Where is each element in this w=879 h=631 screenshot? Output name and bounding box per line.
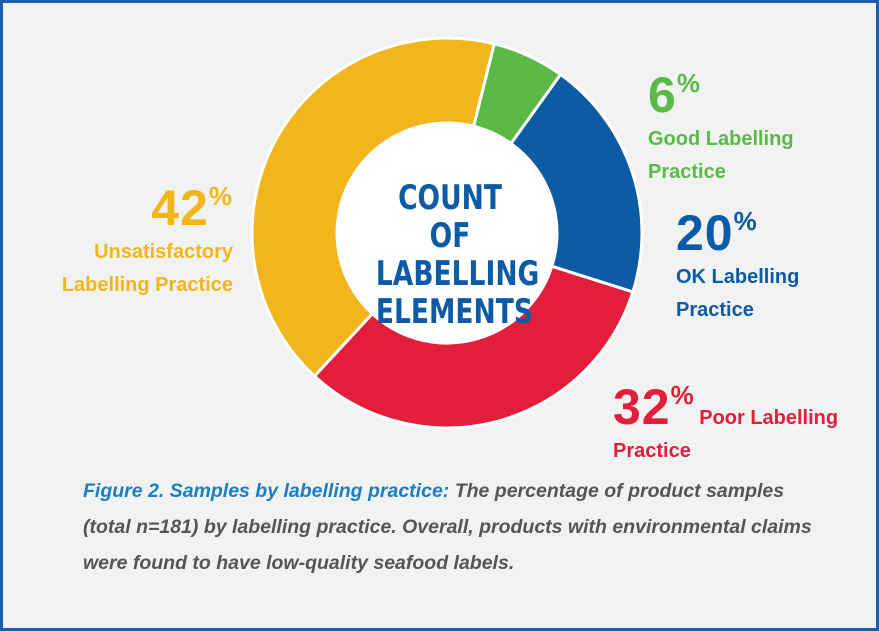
slice-label: 42% Unsatisfactory Labelling Practice bbox=[43, 168, 233, 302]
value-label: 20% bbox=[676, 205, 758, 261]
donut-slice bbox=[250, 36, 496, 379]
category-label: Poor Labelling Practice bbox=[613, 407, 839, 462]
category-label: OK Labelling Practice bbox=[676, 266, 800, 321]
slice-label: 32% Poor Labelling Practice bbox=[613, 367, 853, 468]
donut-slice bbox=[508, 72, 644, 294]
category-label: Unsatisfactory Labelling Practice bbox=[61, 241, 233, 296]
caption-title: Figure 2. Samples by labelling practice: bbox=[83, 480, 450, 502]
donut-hole bbox=[338, 124, 556, 342]
chart-title: COUNT OF LABELLING ELEMENTS bbox=[375, 178, 540, 332]
category-label: Good Labelling Practice bbox=[648, 128, 794, 183]
donut-slice bbox=[312, 264, 635, 430]
caption: Figure 2. Samples by labelling practice:… bbox=[83, 473, 823, 581]
caption-text: The percentage of product samples (total… bbox=[83, 480, 812, 574]
slice-label: 20% OK Labelling Practice bbox=[676, 193, 856, 327]
chart bbox=[250, 36, 644, 430]
slice-label: 6% Good Labelling Practice bbox=[648, 55, 818, 189]
value-label: 42% bbox=[151, 180, 233, 236]
value-label: 6% bbox=[648, 67, 701, 123]
value-label: 32% bbox=[613, 379, 695, 435]
